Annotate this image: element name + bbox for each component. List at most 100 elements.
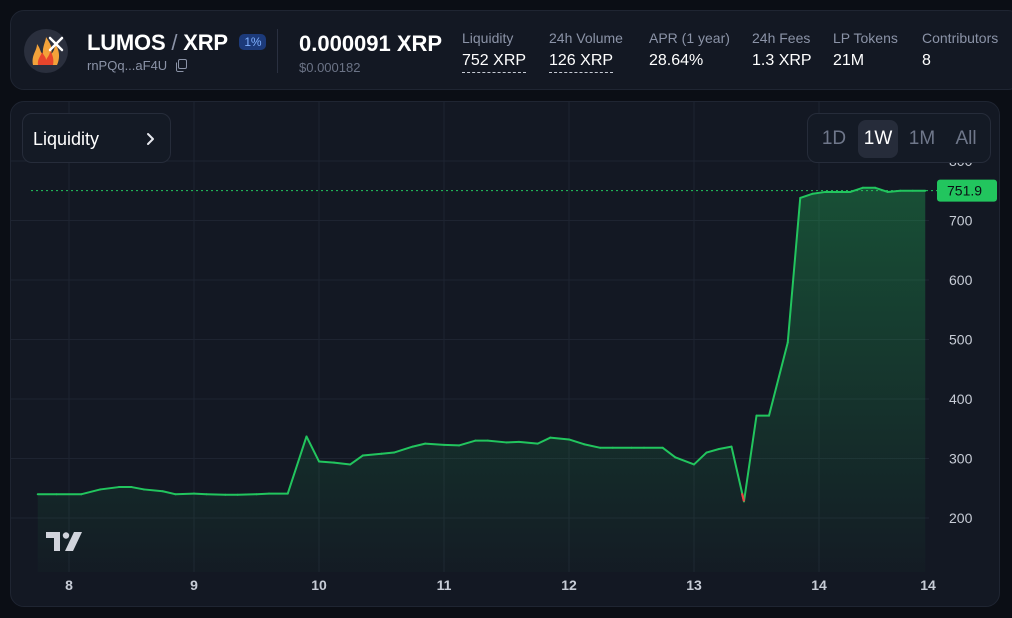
y-tick-label: 200 (949, 510, 973, 526)
down-segment (740, 493, 746, 502)
stat-label: 24h Volume (549, 30, 623, 46)
series-segment (811, 190, 827, 195)
range-1w-button[interactable]: 1W (858, 120, 898, 158)
pool-address: rnPQq...aF4U (87, 58, 187, 73)
range-1d-button[interactable]: 1D (821, 128, 847, 149)
stat-label: Liquidity (462, 30, 514, 46)
series-segment (458, 439, 477, 447)
x-tick-label: 14 (920, 577, 936, 593)
metric-selector[interactable]: Liquidity (22, 113, 171, 163)
stat-value: 21M (833, 52, 865, 69)
x-tick-label: 10 (311, 577, 327, 593)
series-segment (705, 447, 720, 454)
series-segment (583, 443, 602, 449)
series-segment (874, 186, 889, 193)
series-segment (99, 486, 120, 491)
chart-area (37, 187, 926, 572)
range-all-button[interactable]: All (955, 128, 977, 149)
chevron-right-icon (147, 133, 154, 145)
series-segment (349, 454, 364, 466)
series-segment (205, 493, 227, 496)
range-1m-button[interactable]: 1M (908, 128, 936, 149)
token-logo (24, 29, 68, 73)
series-segment (130, 486, 145, 491)
y-tick-label: 600 (949, 272, 973, 288)
header-divider (277, 29, 278, 73)
stat-liquidity: Liquidity 752 XRP (462, 30, 527, 73)
stat-value: 1.3 XRP (752, 52, 812, 69)
stat-contributors: Contributors 8 (922, 30, 998, 72)
area-fill (37, 187, 926, 572)
stat-24h-volume: 24h Volume 126 XRP (549, 30, 623, 73)
series-segment (333, 461, 352, 466)
series-segment (661, 446, 677, 459)
series-segment (549, 436, 570, 441)
stat-label: 24h Fees (752, 30, 811, 46)
series-segment (424, 442, 445, 446)
series-segment (255, 492, 270, 496)
chart-line (36, 186, 927, 503)
pair-separator: / (171, 30, 178, 55)
series-segment (305, 435, 320, 463)
quote-token: XRP (183, 30, 228, 55)
series-segment (361, 452, 383, 457)
series-segment (193, 492, 208, 496)
stat-label: Contributors (922, 30, 999, 46)
x-tick-label: 8 (65, 577, 73, 593)
address-text: rnPQq...aF4U (87, 58, 168, 73)
stat-lp-tokens: LP Tokens 21M (833, 30, 898, 72)
pair-title: LUMOS / XRP 1% (87, 30, 267, 56)
series-segment (849, 186, 864, 193)
series-segment (730, 445, 745, 503)
series-segment (80, 488, 102, 496)
x-tick-label: 9 (190, 577, 198, 593)
series-segment (505, 440, 520, 444)
series-segment (236, 493, 258, 496)
series-segment (174, 492, 195, 496)
series-segment (693, 451, 708, 466)
series-segment (393, 445, 414, 454)
current-value-label: 751.9 (947, 183, 982, 199)
series-segment (161, 490, 177, 496)
series-segment (799, 192, 814, 199)
stat-label: APR (1 year) (649, 30, 730, 46)
series-segment (143, 488, 164, 493)
pool-header: LUMOS / XRP 1% rnPQq...aF4U 0.000091 XRP… (10, 10, 1012, 90)
x-tick-label: 12 (561, 577, 577, 593)
series-segment (768, 341, 789, 417)
series-segment (411, 442, 427, 448)
stat-value[interactable]: 752 XRP (462, 52, 527, 73)
metric-label: Liquidity (33, 129, 100, 149)
series-segment (318, 460, 335, 464)
x-tick-label: 11 (437, 577, 452, 593)
stat-value: 8 (922, 52, 931, 69)
copy-icon[interactable] (175, 59, 187, 72)
stat-24h-fees: 24h Fees 1.3 XRP (752, 30, 812, 72)
current-value-badge (937, 179, 997, 202)
tradingview-logo (46, 532, 82, 551)
y-tick-label: 400 (949, 391, 973, 407)
series-segment (380, 451, 395, 455)
series-segment (743, 414, 758, 503)
pool-price-usd: $0.000182 (299, 60, 361, 75)
x-axis: 8 9 10 11 12 13 14 14 (65, 577, 936, 593)
time-range-group: 1D 1W 1M All (807, 113, 991, 163)
series-segment (568, 438, 585, 446)
stat-label: LP Tokens (833, 30, 898, 46)
series-segment (518, 440, 539, 445)
stat-apr: APR (1 year) 28.64% (649, 30, 730, 72)
y-tick-label: 300 (949, 451, 973, 467)
base-token: LUMOS (87, 30, 166, 55)
current-value-marker: 751.9 (31, 179, 997, 202)
y-axis: 200300400500600700800 (949, 153, 973, 526)
series-segment (674, 456, 695, 466)
pool-price: 0.000091 XRP (299, 31, 443, 56)
x-tick-label: 13 (686, 577, 702, 593)
fee-badge: 1% (239, 34, 267, 50)
series-segment (286, 435, 308, 495)
series-segment (786, 196, 802, 344)
stat-value[interactable]: 126 XRP (549, 52, 614, 73)
y-tick-label: 500 (949, 332, 973, 348)
